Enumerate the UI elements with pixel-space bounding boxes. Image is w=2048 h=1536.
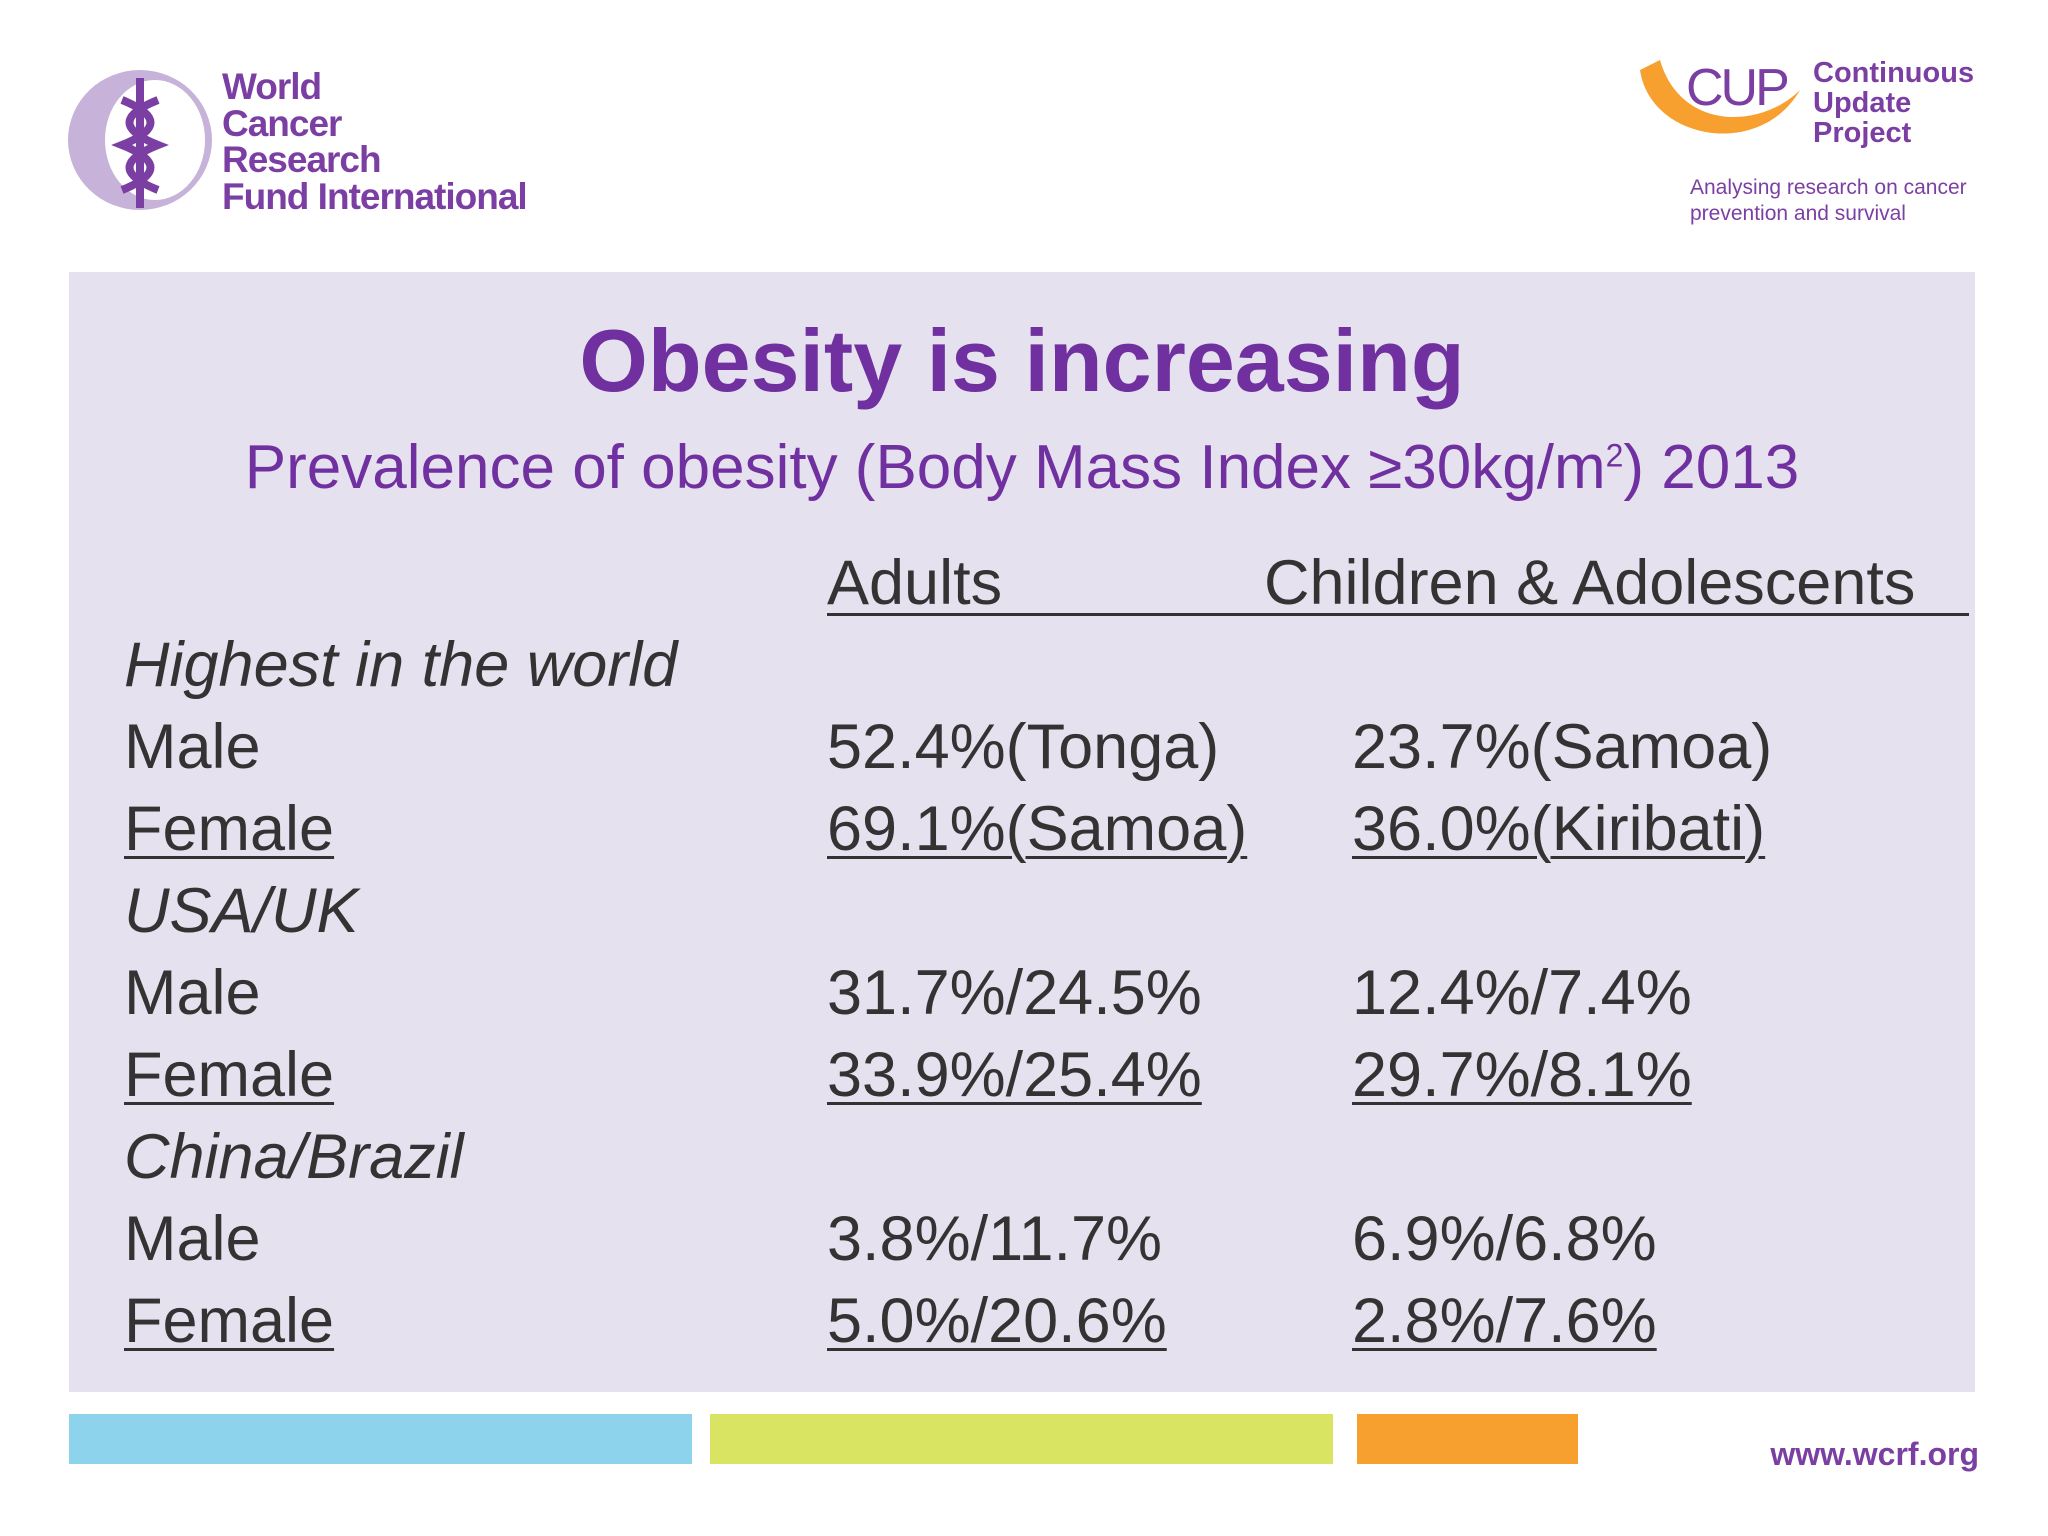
logo-text: Research: [222, 139, 382, 180]
cup-arc: [1640, 60, 1800, 134]
cell: 52.4%(Tonga): [827, 712, 1220, 782]
row-label: Female: [124, 794, 335, 864]
cell: 6.9%/6.8%: [1352, 1204, 1657, 1274]
cell: 12.4%/7.4%: [1352, 958, 1692, 1028]
column-header: Adults: [827, 548, 1003, 618]
cell: 5.0%/20.6%: [827, 1286, 1167, 1356]
subtitle: Prevalence of obesity (Body Mass Index ≥…: [69, 432, 1975, 503]
cell: 69.1%(Samoa): [827, 794, 1248, 864]
group-label: USA/UK: [124, 876, 359, 946]
content-panel: [69, 272, 1975, 1392]
subtitle-text: ) 2013: [1623, 433, 1800, 502]
group-label: Highest in the world: [124, 630, 678, 700]
logo-text: Cancer: [222, 103, 342, 144]
subtitle-sup: 2: [1605, 437, 1624, 474]
row-label: Male: [124, 712, 261, 782]
cell: 36.0%(Kiribati): [1352, 794, 1766, 864]
cell: 2.8%/7.6%: [1352, 1286, 1657, 1356]
footer-bar: [710, 1414, 1333, 1464]
cell: 3.8%/11.7%: [827, 1204, 1163, 1274]
logo-text: World: [222, 66, 322, 107]
cup-name: Project: [1813, 117, 1912, 149]
footer-bar: [1357, 1414, 1578, 1464]
logo-text: Fund International: [222, 176, 528, 217]
cup-name: Update: [1813, 87, 1912, 119]
cell: 29.7%/8.1%: [1352, 1040, 1692, 1110]
row-label: Male: [124, 958, 261, 1028]
group-label: China/Brazil: [124, 1122, 464, 1192]
cell: 33.9%/25.4%: [827, 1040, 1202, 1110]
cup-name: Continuous: [1813, 57, 1975, 89]
cup-tagline: prevention and survival: [1690, 202, 1906, 225]
header-underline: [827, 613, 1969, 616]
cell: 23.7%(Samoa): [1352, 712, 1773, 782]
row-label: Female: [124, 1286, 335, 1356]
cell: 31.7%/24.5%: [827, 958, 1202, 1028]
subtitle-text: Prevalence of obesity (Body Mass Index ≥…: [244, 433, 1606, 502]
wcrf-emblem: [68, 70, 212, 210]
row-label: Female: [124, 1040, 335, 1110]
footer-url[interactable]: www.wcrf.org: [1770, 1436, 1979, 1472]
cup-tagline: Analysing research on cancer: [1690, 176, 1967, 199]
title: Obesity is increasing: [579, 311, 1465, 410]
cup-mark: CUP: [1686, 59, 1790, 117]
footer-bar: [69, 1414, 692, 1464]
row-label: Male: [124, 1204, 261, 1274]
column-header: Children & Adolescents: [1264, 548, 1916, 618]
